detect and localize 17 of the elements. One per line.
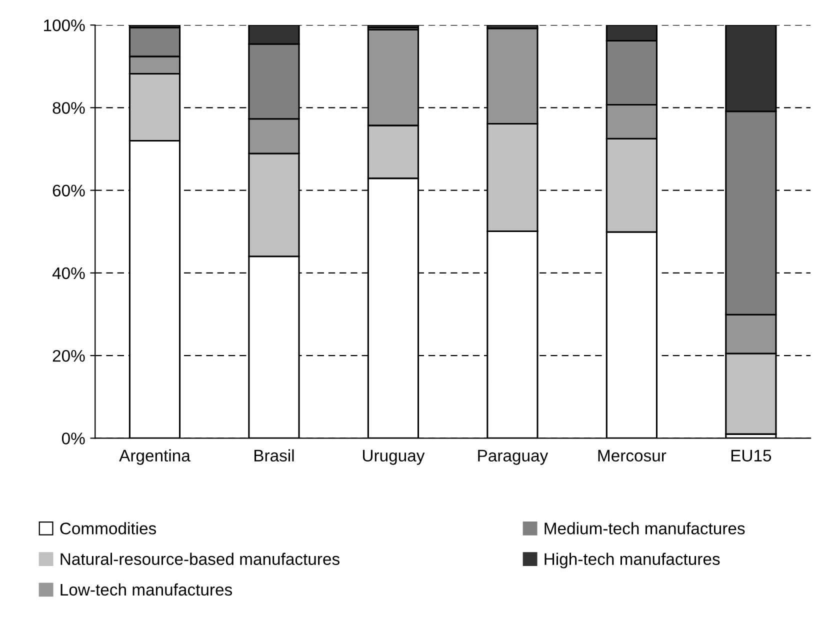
legend-label: Medium-tech manufactures <box>544 522 745 534</box>
y-tick-label: 0% <box>62 432 85 444</box>
y-tick-label: 100% <box>44 19 85 32</box>
x-tick-label: Paraguay <box>478 450 548 465</box>
legend-label: Low-tech manufactures <box>60 583 232 596</box>
y-tick-label: 80% <box>52 102 85 114</box>
x-tick-label: Argentina <box>119 449 190 465</box>
x-tick-label: EU15 <box>731 450 772 462</box>
y-tick-label: 40% <box>52 267 85 280</box>
legend-label: Natural-resource-based manufactures <box>60 552 340 566</box>
legend-label: High-tech manufactures <box>544 552 720 568</box>
legend-label: Commodities <box>60 522 156 534</box>
y-tick-label: 60% <box>52 184 85 197</box>
x-tick-label: Brasil <box>254 449 294 462</box>
y-tick-label: 20% <box>52 350 85 362</box>
x-tick-label: Uruguay <box>363 450 425 465</box>
x-tick-label: Mercosur <box>598 450 666 462</box>
